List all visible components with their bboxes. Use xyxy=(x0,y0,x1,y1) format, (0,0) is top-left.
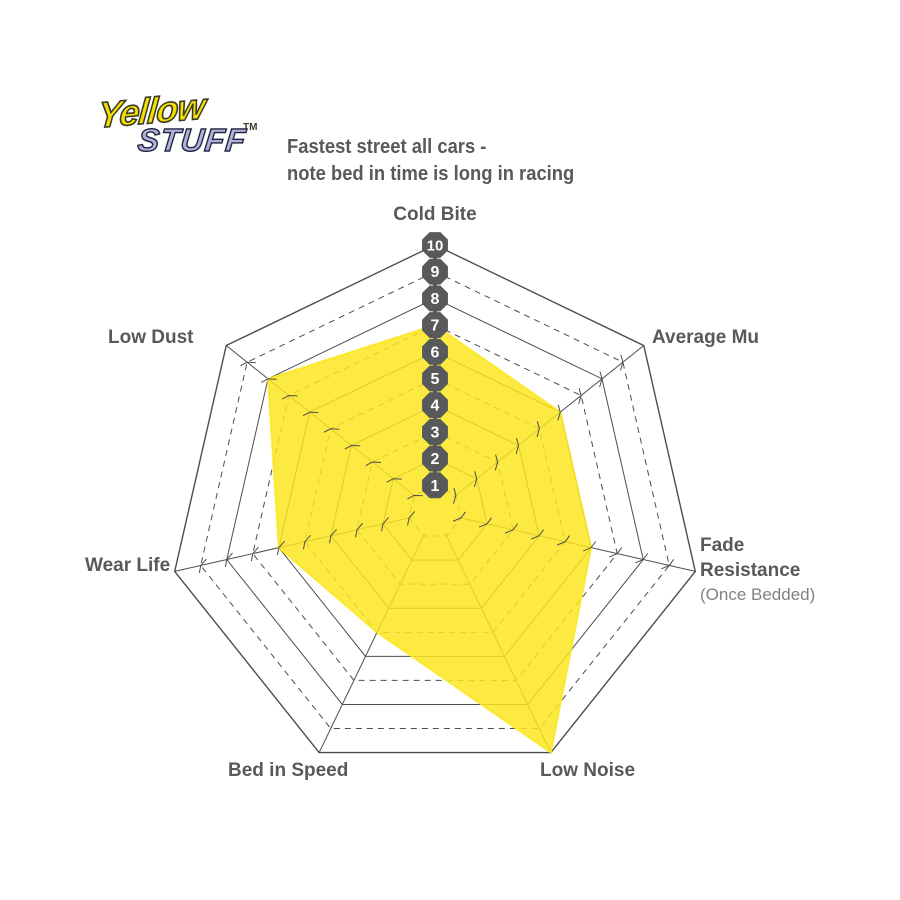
svg-text:9: 9 xyxy=(431,264,440,281)
svg-text:7: 7 xyxy=(431,318,440,335)
svg-text:1: 1 xyxy=(431,478,440,495)
svg-text:10: 10 xyxy=(427,238,444,255)
svg-text:3: 3 xyxy=(431,424,440,441)
svg-text:4: 4 xyxy=(431,398,440,415)
svg-text:5: 5 xyxy=(431,371,440,388)
svg-text:6: 6 xyxy=(431,344,440,361)
svg-text:8: 8 xyxy=(431,291,440,308)
svg-text:2: 2 xyxy=(431,451,440,468)
